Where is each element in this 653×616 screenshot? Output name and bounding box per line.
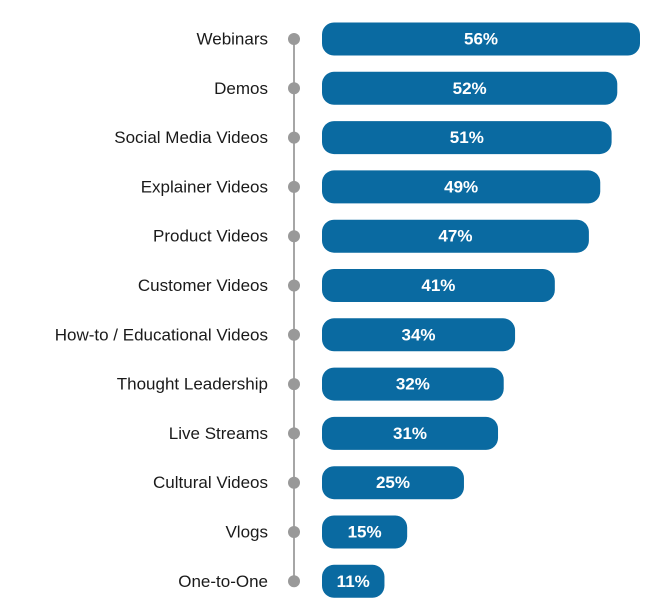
value-label: 56% — [464, 30, 498, 49]
timeline-marker — [288, 279, 300, 292]
bar — [322, 367, 504, 401]
category-label: Webinars — [197, 30, 269, 49]
bar — [322, 170, 601, 204]
category-label: Demos — [214, 79, 268, 98]
value-label: 41% — [421, 276, 455, 295]
bar — [322, 318, 516, 352]
bar — [322, 269, 555, 302]
bar — [322, 22, 640, 56]
category-label: How-to / Educational Videos — [55, 325, 268, 344]
bar — [322, 71, 618, 105]
timeline-marker — [288, 476, 300, 489]
bar — [322, 564, 385, 598]
timeline-marker — [288, 378, 300, 391]
bar — [322, 515, 408, 549]
bar — [322, 466, 464, 500]
value-label: 32% — [396, 375, 430, 394]
value-label: 34% — [402, 325, 436, 344]
category-label: Cultural Videos — [153, 473, 268, 492]
value-label: 52% — [453, 79, 487, 98]
timeline-marker — [288, 575, 300, 588]
category-label: Live Streams — [169, 424, 268, 443]
value-label: 31% — [393, 424, 427, 443]
value-label: 15% — [348, 523, 382, 542]
value-label: 51% — [450, 128, 484, 147]
category-label: Thought Leadership — [117, 375, 268, 394]
category-label: Social Media Videos — [114, 128, 268, 147]
timeline-marker — [288, 82, 300, 95]
timeline-marker — [288, 230, 300, 243]
category-label: Explainer Videos — [141, 177, 268, 196]
category-label: Vlogs — [225, 523, 268, 542]
category-label: One-to-One — [178, 572, 268, 591]
timeline-marker — [288, 427, 300, 440]
timeline-marker — [288, 180, 300, 193]
category-label: Customer Videos — [138, 276, 268, 295]
value-label: 47% — [438, 227, 472, 246]
timeline-marker — [288, 526, 300, 538]
value-label: 49% — [444, 177, 478, 196]
value-label: 11% — [337, 572, 370, 591]
timeline-marker — [288, 328, 300, 341]
bar — [322, 219, 589, 253]
timeline-marker — [288, 131, 300, 144]
bar — [322, 416, 499, 450]
category-label: Product Videos — [153, 227, 268, 246]
bar — [322, 121, 612, 155]
timeline-marker — [288, 33, 300, 45]
value-label: 25% — [376, 473, 410, 492]
